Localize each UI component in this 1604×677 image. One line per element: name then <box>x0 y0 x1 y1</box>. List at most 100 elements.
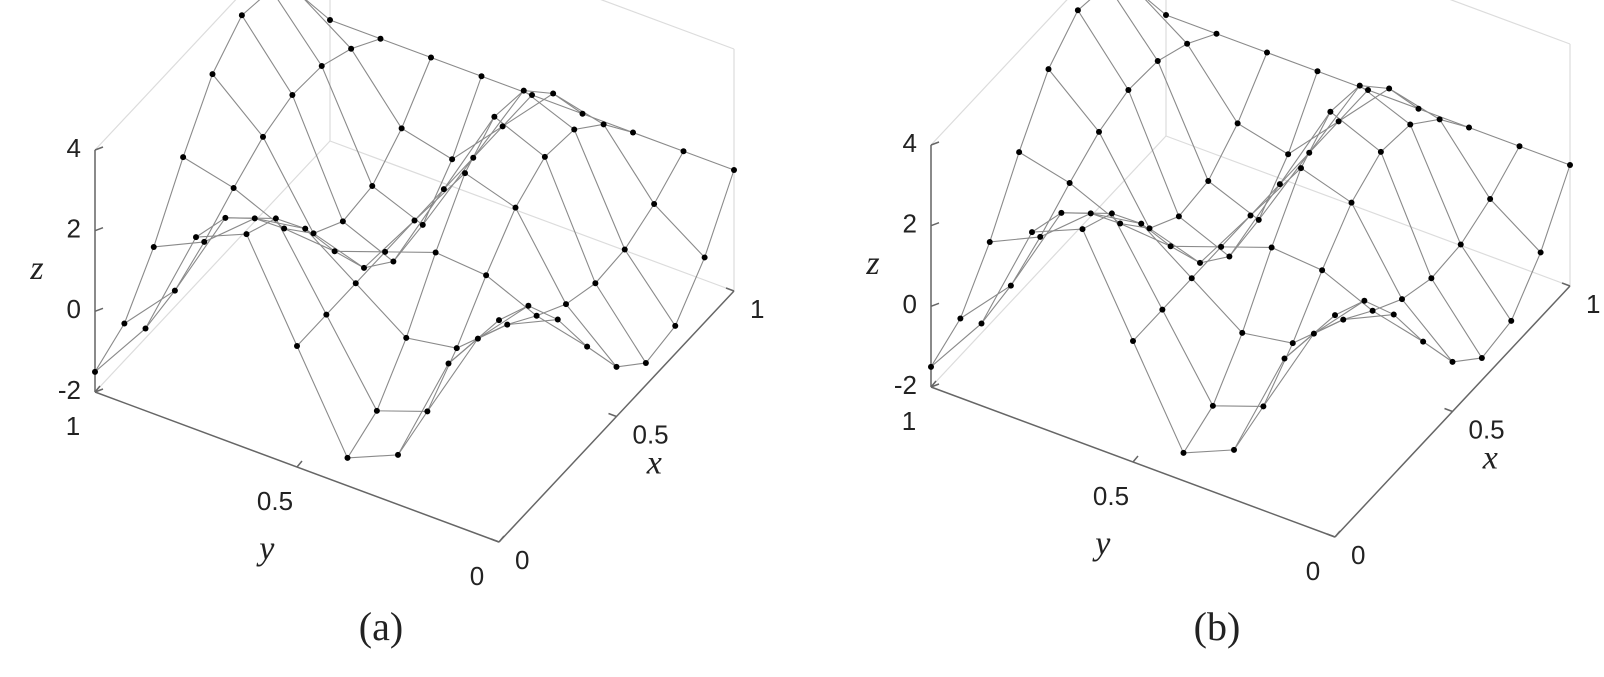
data-point <box>1154 58 1161 65</box>
y-tick-label: 0.5 <box>1093 481 1129 511</box>
x-tick <box>1326 533 1336 538</box>
data-point <box>369 182 376 189</box>
data-point <box>1188 275 1195 282</box>
data-point <box>339 218 346 225</box>
data-point <box>672 322 679 329</box>
x-tick <box>608 412 617 418</box>
data-point <box>390 258 397 265</box>
data-point <box>1096 128 1102 135</box>
data-point <box>449 156 456 163</box>
y-tick-label: 0 <box>470 561 484 591</box>
data-point <box>1197 259 1203 266</box>
mesh-line <box>1233 118 1470 451</box>
x-tick <box>1444 407 1453 413</box>
data-point <box>1184 40 1191 47</box>
z-tick <box>930 141 940 146</box>
data-point <box>1365 87 1371 93</box>
data-point <box>428 54 434 61</box>
data-point <box>201 238 208 245</box>
y-tick-label: 1 <box>66 411 80 441</box>
data-point <box>474 335 481 342</box>
mesh-line <box>1334 164 1571 363</box>
data-point <box>1466 124 1472 131</box>
data-point <box>651 201 658 208</box>
y-tick-label: 0.5 <box>257 486 293 516</box>
data-point <box>398 125 405 132</box>
data-point <box>621 246 628 253</box>
y-tick-label: 0 <box>1306 556 1320 586</box>
data-point <box>928 363 934 370</box>
data-point <box>230 184 237 191</box>
mesh-line <box>498 169 735 368</box>
z-tick-label: 4 <box>903 128 917 158</box>
data-point <box>1386 85 1393 92</box>
data-point <box>1537 249 1544 256</box>
data-point <box>613 363 620 370</box>
data-point <box>1428 275 1435 282</box>
back-edge <box>329 140 735 292</box>
back-edge <box>1449 0 1571 45</box>
back-edge <box>600 0 735 50</box>
data-point <box>323 311 330 318</box>
data-point <box>1310 330 1317 337</box>
data-point <box>361 264 367 271</box>
data-point <box>243 231 250 238</box>
z-tick-label: 2 <box>903 209 917 239</box>
data-point <box>1319 267 1326 274</box>
y-tick <box>1132 455 1139 463</box>
data-point <box>121 320 128 327</box>
data-point <box>496 317 502 324</box>
data-point <box>1045 66 1052 73</box>
data-point <box>554 316 561 323</box>
data-point <box>1167 243 1174 250</box>
data-point <box>533 312 540 319</box>
data-point <box>1415 105 1422 112</box>
data-point <box>957 315 964 322</box>
data-point <box>1508 317 1515 324</box>
data-point <box>302 225 309 232</box>
data-point <box>453 345 460 352</box>
data-point <box>1356 82 1363 89</box>
data-point <box>403 334 410 341</box>
data-point <box>1306 149 1313 156</box>
data-point <box>701 254 708 261</box>
data-point <box>1125 86 1132 93</box>
x-tick-label: 0 <box>1351 540 1365 570</box>
mesh-line <box>397 123 634 456</box>
z-tick-label: 0 <box>903 289 917 319</box>
data-point <box>92 368 98 375</box>
data-point <box>592 280 599 287</box>
data-point <box>445 360 452 367</box>
data-point <box>1205 177 1212 184</box>
mesh-line <box>1116 0 1512 322</box>
z-tick-label: 2 <box>67 214 81 244</box>
x-tick-label: 0.5 <box>1469 414 1505 444</box>
data-point <box>1289 340 1296 347</box>
data-point <box>1117 220 1124 227</box>
data-point <box>1247 212 1254 219</box>
data-point <box>1130 338 1136 344</box>
data-point <box>1066 179 1073 186</box>
data-point <box>1074 7 1081 14</box>
back-edge <box>930 135 1167 388</box>
data-point <box>600 121 607 128</box>
data-point <box>310 230 317 237</box>
z-tick-label: 4 <box>67 133 81 163</box>
data-point <box>584 343 591 350</box>
mesh-line <box>277 0 676 327</box>
data-point <box>1037 233 1044 240</box>
y-tick <box>1334 530 1341 538</box>
z-label: z <box>865 245 879 282</box>
data-point <box>193 234 199 241</box>
y-label: y <box>256 530 275 567</box>
data-point <box>1340 316 1347 323</box>
data-point <box>1436 116 1443 123</box>
mesh-line <box>1183 85 1419 454</box>
data-point <box>541 153 548 160</box>
mesh-line <box>145 38 381 329</box>
data-point <box>251 215 258 222</box>
data-point <box>550 90 557 97</box>
back-edge <box>1165 135 1571 287</box>
data-point <box>478 73 485 80</box>
data-point <box>150 243 157 250</box>
